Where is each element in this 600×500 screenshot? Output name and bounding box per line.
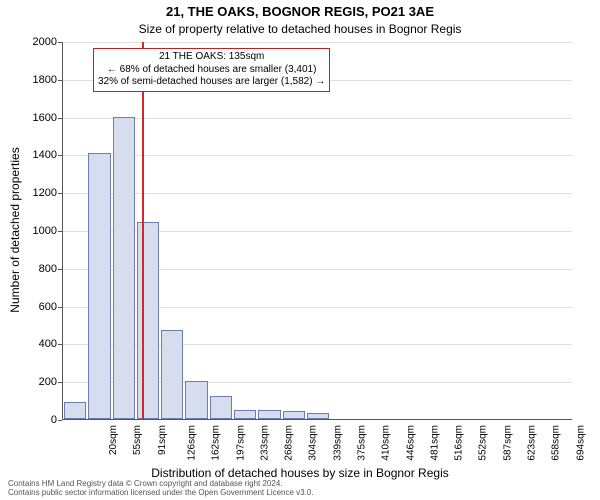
ytick-label: 600 xyxy=(17,301,57,313)
xtick-label: 55sqm xyxy=(132,425,143,455)
histogram-bar xyxy=(283,411,305,419)
xtick-label: 446sqm xyxy=(405,425,416,461)
xtick-label: 126sqm xyxy=(187,425,198,461)
chart-container: 21, THE OAKS, BOGNOR REGIS, PO21 3AE Siz… xyxy=(0,0,600,500)
callout-line1: 21 THE OAKS: 135sqm xyxy=(98,51,325,64)
xtick-label: 162sqm xyxy=(211,425,222,461)
ytick-label: 1600 xyxy=(17,112,57,124)
ytick-label: 0 xyxy=(17,414,57,426)
gridline xyxy=(63,155,572,156)
property-marker-line xyxy=(142,42,144,419)
footer-line2: Contains public sector information licen… xyxy=(8,489,314,498)
ytick-mark xyxy=(58,420,62,421)
chart-title-main: 21, THE OAKS, BOGNOR REGIS, PO21 3AE xyxy=(0,4,600,19)
xtick-label: 91sqm xyxy=(157,425,168,455)
footer-attribution: Contains HM Land Registry data © Crown c… xyxy=(8,480,314,498)
histogram-bar xyxy=(113,117,135,419)
callout-line3: 32% of semi-detached houses are larger (… xyxy=(98,76,325,89)
gridline xyxy=(63,42,572,43)
histogram-bar xyxy=(234,410,256,419)
xtick-label: 339sqm xyxy=(332,425,343,461)
xtick-label: 694sqm xyxy=(575,425,586,461)
histogram-bar xyxy=(161,330,183,419)
callout-line2: ← 68% of detached houses are smaller (3,… xyxy=(98,64,325,77)
gridline xyxy=(63,118,572,119)
ytick-label: 1400 xyxy=(17,149,57,161)
histogram-bar xyxy=(258,410,280,419)
x-axis-label: Distribution of detached houses by size … xyxy=(0,466,600,480)
gridline xyxy=(63,193,572,194)
xtick-label: 587sqm xyxy=(502,425,513,461)
xtick-label: 516sqm xyxy=(454,425,465,461)
xtick-label: 20sqm xyxy=(108,425,119,455)
histogram-bar xyxy=(185,381,207,419)
histogram-bar xyxy=(137,222,159,419)
xtick-label: 304sqm xyxy=(308,425,319,461)
ytick-label: 200 xyxy=(17,376,57,388)
xtick-label: 410sqm xyxy=(381,425,392,461)
xtick-label: 552sqm xyxy=(478,425,489,461)
histogram-bar xyxy=(88,153,110,419)
histogram-bar xyxy=(64,402,86,419)
ytick-label: 1000 xyxy=(17,225,57,237)
xtick-label: 375sqm xyxy=(357,425,368,461)
callout-box: 21 THE OAKS: 135sqm ← 68% of detached ho… xyxy=(93,48,330,92)
xtick-label: 197sqm xyxy=(235,425,246,461)
xtick-label: 233sqm xyxy=(259,425,270,461)
chart-title-sub: Size of property relative to detached ho… xyxy=(0,22,600,36)
ytick-label: 800 xyxy=(17,263,57,275)
ytick-label: 1800 xyxy=(17,74,57,86)
ytick-label: 2000 xyxy=(17,36,57,48)
xtick-label: 658sqm xyxy=(551,425,562,461)
xtick-label: 268sqm xyxy=(284,425,295,461)
xtick-label: 623sqm xyxy=(527,425,538,461)
xtick-label: 481sqm xyxy=(429,425,440,461)
histogram-bar xyxy=(210,396,232,419)
histogram-bar xyxy=(307,413,329,419)
plot-area: 21 THE OAKS: 135sqm ← 68% of detached ho… xyxy=(62,42,572,420)
ytick-label: 400 xyxy=(17,338,57,350)
ytick-label: 1200 xyxy=(17,187,57,199)
